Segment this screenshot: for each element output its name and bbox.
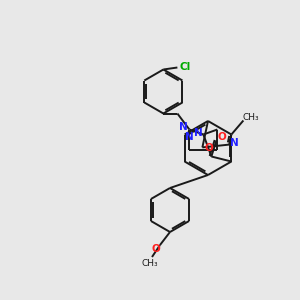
Text: CH₃: CH₃	[142, 260, 158, 268]
Text: N: N	[194, 128, 203, 137]
Text: CH₃: CH₃	[242, 113, 259, 122]
Text: N: N	[230, 138, 239, 148]
Text: N: N	[185, 133, 194, 142]
Text: N: N	[179, 122, 188, 131]
Text: O: O	[152, 244, 160, 254]
Text: O: O	[204, 143, 213, 153]
Text: Cl: Cl	[180, 61, 191, 71]
Text: O: O	[217, 131, 226, 142]
